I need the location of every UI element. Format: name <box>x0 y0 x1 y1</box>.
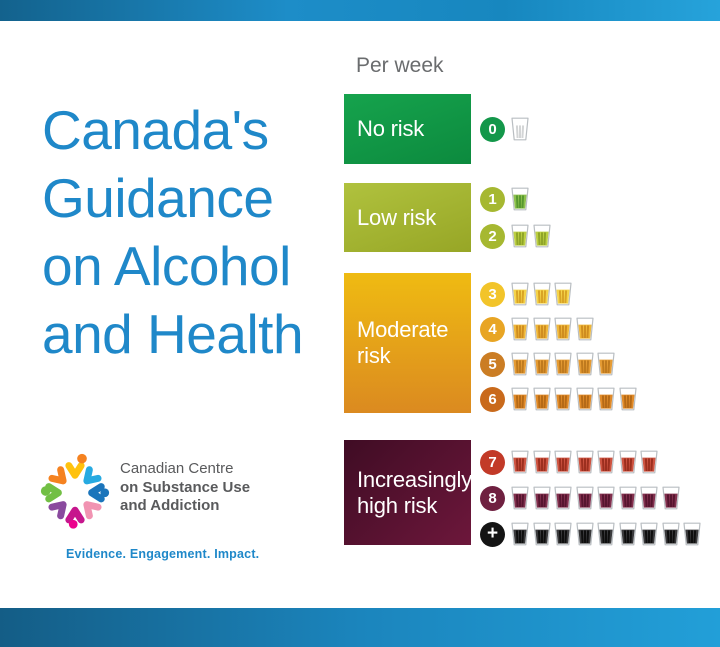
risk-box-no-risk: No risk <box>344 94 471 164</box>
drink-glass-icons <box>510 352 616 376</box>
drink-glass-icons <box>510 450 659 474</box>
count-badge-6: 6 <box>480 386 505 412</box>
risk-box-increasingly-high-risk: Increasingly high risk <box>344 440 472 545</box>
drink-row-5: 5 <box>480 351 616 377</box>
drink-glass-icons <box>510 522 702 546</box>
drink-glass-icons <box>510 187 530 211</box>
risk-label: Low risk <box>357 204 437 230</box>
count-badge-7: 7 <box>480 449 505 475</box>
bottom-accent-bar <box>0 608 720 647</box>
drink-row-7: 7 <box>480 449 659 475</box>
page-title: Canada's Guidance on Alcohol and Health <box>42 96 304 368</box>
drink-glass-icons <box>510 486 681 510</box>
logo-name-line-3: and Addiction <box>120 497 220 514</box>
title-line-2: Guidance <box>42 167 274 229</box>
drink-row-6: 6 <box>480 386 638 412</box>
risk-box-moderate-risk: Moderate risk <box>344 273 471 413</box>
drink-row-8: 8 <box>480 485 681 511</box>
title-line-4: and Health <box>42 303 304 365</box>
drink-glass-icons <box>510 224 552 248</box>
top-accent-bar <box>0 0 720 21</box>
drink-row-4: 4 <box>480 316 595 342</box>
per-week-label: Per week <box>356 54 444 77</box>
risk-box-low-risk: Low risk <box>344 183 471 252</box>
count-badge-3: 3 <box>480 281 505 307</box>
drink-row-1: 1 <box>480 186 530 212</box>
count-badge-2: 2 <box>480 223 505 249</box>
count-badge-1: 1 <box>480 186 505 212</box>
risk-label: No risk <box>357 116 425 141</box>
drink-row-+: + <box>480 521 702 547</box>
ccsa-logo-block: Canadian Centre on Substance Use and Add… <box>40 452 310 561</box>
count-badge-0: 0 <box>480 116 505 142</box>
drink-row-0: 0 <box>480 116 530 142</box>
drink-row-2: 2 <box>480 223 552 249</box>
title-line-3: on Alcohol <box>42 235 291 297</box>
risk-label: Increasingly high risk <box>357 466 472 518</box>
ccsa-logo-text: Canadian Centre on Substance Use and Add… <box>120 460 250 516</box>
drink-glass-icons <box>510 387 638 411</box>
count-badge-+: + <box>480 521 505 547</box>
ccsa-pinwheel-icon <box>40 452 110 535</box>
count-badge-8: 8 <box>480 485 505 511</box>
count-badge-4: 4 <box>480 316 505 342</box>
drink-row-3: 3 <box>480 281 573 307</box>
logo-name-line-2: on Substance Use <box>120 478 251 496</box>
logo-name-line-1: Canadian Centre <box>120 460 234 477</box>
count-badge-5: 5 <box>480 351 505 377</box>
ccsa-tagline: Evidence. Engagement. Impact. <box>66 547 260 561</box>
drink-glass-icons <box>510 317 595 341</box>
drink-glass-icons <box>510 282 573 306</box>
title-line-1: Canada's <box>42 99 269 161</box>
risk-label: Moderate risk <box>357 317 449 368</box>
drink-glass-icons <box>510 117 530 141</box>
